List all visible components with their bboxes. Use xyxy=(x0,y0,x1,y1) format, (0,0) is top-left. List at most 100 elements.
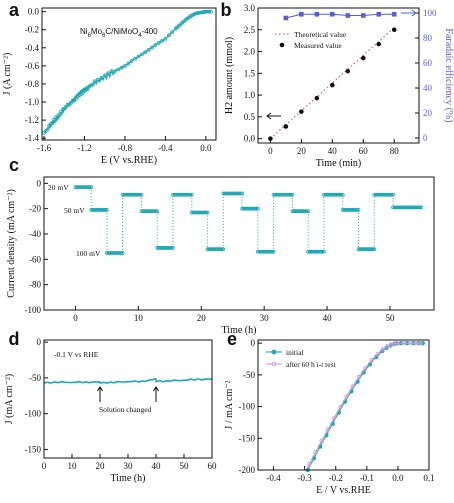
panel-b-measured-point xyxy=(345,68,351,74)
panel-a-point xyxy=(195,11,200,16)
panel-e-after-point xyxy=(392,341,397,346)
panel-e-ytick-label: -50 xyxy=(243,370,255,380)
panel-b-ytick-label: 0.0 xyxy=(244,134,256,144)
panel-c-point xyxy=(171,246,175,250)
panel-b-frame xyxy=(257,7,420,144)
panel-c-xlabel: Time (h) xyxy=(222,325,257,336)
panel-a-point xyxy=(50,120,55,125)
panel-c-xtick-label: 10 xyxy=(134,313,144,323)
panel-e-legend-after-label: after 60 h i-t test xyxy=(286,360,336,369)
panel-a-point xyxy=(143,50,148,55)
panel-e-after-point xyxy=(414,340,419,346)
panel-e-ytick-label: -150 xyxy=(239,433,256,443)
panel-c-xtick-label: 50 xyxy=(385,313,395,323)
panel-d-xtick-label: 10 xyxy=(68,461,78,471)
panel-b-xtick-label: 40 xyxy=(328,146,338,156)
panel-b-xtick-label: 60 xyxy=(359,146,369,156)
panel-c-point xyxy=(306,209,311,214)
panel-c-point xyxy=(105,208,109,212)
panel-a-ytick-label: -0.6 xyxy=(25,61,40,71)
panel-b-xtick-label: 80 xyxy=(390,146,400,156)
panel-b-measured-point xyxy=(299,109,304,114)
panel-a-ytick-label: -0.4 xyxy=(25,43,40,53)
panel-a-point xyxy=(85,87,90,91)
panel-a-point xyxy=(92,79,97,84)
panel-a-ytick-label: -1.4 xyxy=(25,133,40,143)
panel-a-point xyxy=(126,61,131,66)
panel-e-ylabel: J / mA cm⁻² xyxy=(224,380,235,429)
panel-e-after-point xyxy=(384,344,390,349)
panel-a-point xyxy=(198,10,203,15)
panel-b-xtick-label: 0 xyxy=(268,146,273,156)
panel-a-point xyxy=(65,102,70,107)
panel-b-faradaic-point xyxy=(283,15,289,21)
panel-c-ylabel: Current density (mA cm⁻²) xyxy=(6,189,17,298)
panel-a-point xyxy=(119,65,124,70)
panel-b-faradaic-point xyxy=(314,11,320,17)
panel-b-ytick-label: 2.0 xyxy=(244,47,256,57)
panel-c-xtick-label: 30 xyxy=(260,313,270,323)
panel-a-point xyxy=(99,76,104,80)
panel-b-measured-point xyxy=(330,82,335,88)
panel-c-point xyxy=(255,206,260,211)
panel-a-point xyxy=(96,77,100,82)
panel-d-label: d xyxy=(9,329,20,349)
panel-b-ytick-label: 3.0 xyxy=(244,3,256,13)
panel-b-faradaic-line xyxy=(285,13,395,19)
panel-e-xtick-label: -0.3 xyxy=(298,473,313,483)
panel-a-ytick-label: 0.0 xyxy=(28,7,40,17)
panel-c-point xyxy=(417,205,422,210)
panel-b-label: b xyxy=(221,0,232,20)
panel-e-after-point xyxy=(408,340,413,346)
panel-d-xtick-label: 40 xyxy=(152,461,162,471)
panel-a-point xyxy=(123,63,127,68)
panel-b-xlabel: Time (min) xyxy=(316,158,361,169)
panel-b-arrow-left xyxy=(266,112,281,120)
panel-a-point xyxy=(153,43,158,47)
panel-c-point xyxy=(322,249,326,254)
panel-c-annotation-100mv: 100 mV xyxy=(76,249,101,258)
panel-a-frame xyxy=(41,7,217,141)
panel-d-ytick-label: -50 xyxy=(29,373,41,383)
panel-a-point xyxy=(166,33,171,38)
panel-a-ytick-label: -1.2 xyxy=(25,115,39,125)
panel-c-xtick-label: 0 xyxy=(73,313,78,323)
panel-b-measured-point xyxy=(314,95,320,101)
panel-a-point xyxy=(58,110,63,114)
panel-b-ytick-label-right: 20 xyxy=(423,108,433,118)
panel-c-point xyxy=(189,192,194,197)
panel-c-ytick-label: -20 xyxy=(29,204,41,214)
panel-e-after-point xyxy=(338,404,343,410)
panel-a-point xyxy=(200,10,205,15)
panel-a-ytick-label: -0.2 xyxy=(25,25,39,35)
panel-b-ylabel: H2 amount (mmol) xyxy=(224,37,235,114)
panel-e-ytick-label: -100 xyxy=(239,402,256,412)
panel-d-ylabel: J (mA cm⁻²) xyxy=(4,374,15,425)
panel-d-arrow xyxy=(97,386,103,402)
panel-a-point xyxy=(112,69,117,74)
panel-b-legend-measured-label: Measured value xyxy=(294,41,342,50)
panel-e-frame xyxy=(257,339,430,471)
panel-a-ylabel: J (A cm⁻²) xyxy=(2,53,13,96)
panel-b-legend-theoretical-label: Theoretical value xyxy=(294,30,347,39)
panel-e-after-point xyxy=(369,358,374,363)
panel-c-ytick-label: -60 xyxy=(29,254,41,264)
panel-b-faradaic-point xyxy=(345,13,351,18)
panel-e-after-point xyxy=(418,340,423,346)
panel-a-point xyxy=(197,10,202,15)
panel-e-xtick-label: -0.1 xyxy=(360,473,374,483)
panel-e-after-point xyxy=(319,438,324,444)
panel-e-xlabel: E / V vs.RHE xyxy=(316,485,371,496)
panel-a-annotation-part: Ni xyxy=(80,27,88,36)
panel-c-ytick-label: -40 xyxy=(29,229,41,239)
panel-a-point xyxy=(91,82,95,87)
panel-e-after-point xyxy=(325,427,331,432)
panel-b-legend-measured-swatch xyxy=(279,42,285,48)
panel-e-after-point xyxy=(356,374,362,380)
panel-a-annotation-part: 6 xyxy=(88,33,92,39)
panel-d-xtick-label: 20 xyxy=(96,461,106,471)
panel-b-measured-point xyxy=(376,41,382,47)
panel-e-xtick-label: -0.4 xyxy=(266,473,281,483)
panel-c-point xyxy=(120,251,125,255)
